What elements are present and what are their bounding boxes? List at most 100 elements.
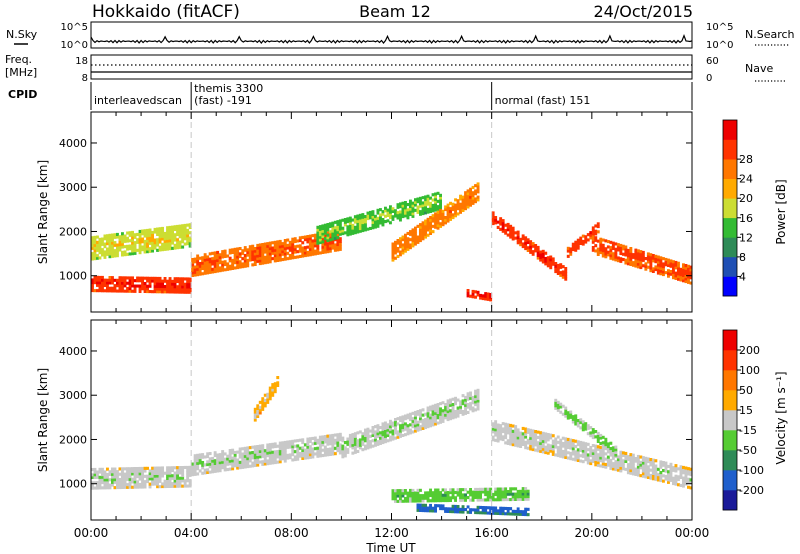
range-gate-cell (494, 433, 498, 437)
range-gate-cell (181, 282, 185, 286)
range-gate-cell (636, 257, 640, 261)
range-gate-cell (404, 497, 407, 501)
range-gate-cell (431, 206, 435, 210)
range-gate-cell (111, 241, 114, 245)
range-gate-cell (596, 250, 600, 254)
range-gate-cell (619, 469, 623, 473)
range-gate-cell (411, 496, 415, 500)
range-gate-cell (689, 470, 692, 474)
range-gate-cell (501, 229, 505, 233)
range-gate-cell (491, 422, 495, 426)
range-gate-cell (233, 255, 237, 259)
range-gate-cell (674, 474, 678, 478)
range-gate-cell (283, 459, 287, 463)
range-gate-cell (534, 443, 538, 447)
range-gate-cell (296, 452, 300, 456)
range-gate-cell (203, 455, 207, 459)
range-gate-cell (188, 280, 192, 284)
range-gate-cell (471, 508, 475, 512)
range-gate-cell (509, 512, 513, 516)
range-gate-cell (414, 229, 417, 233)
range-gate-cell (108, 241, 112, 245)
range-gate-cell (566, 411, 570, 415)
y-axis-label: Slant Range [km] (36, 160, 50, 264)
range-gate-cell (161, 287, 164, 291)
range-gate-cell (414, 424, 417, 428)
range-gate-cell (649, 255, 653, 259)
range-gate-cell (614, 453, 618, 457)
range-gate-cell (534, 440, 538, 444)
range-gate-cell (561, 275, 565, 279)
range-gate-cell (143, 289, 147, 293)
range-gate-cell (421, 212, 425, 216)
range-gate-cell (441, 419, 445, 423)
range-gate-cell (221, 250, 225, 254)
range-gate-cell (113, 254, 117, 258)
range-gate-cell (489, 293, 493, 297)
range-gate-cell (644, 472, 648, 476)
range-gate-cell (338, 227, 342, 231)
range-gate-cell (108, 278, 112, 282)
colorbar-swatch (723, 256, 737, 277)
range-gate-cell (634, 264, 638, 268)
range-gate-cell (474, 403, 477, 407)
range-gate-cell (636, 468, 640, 472)
range-gate-cell (266, 260, 270, 264)
range-gate-cell (434, 499, 437, 503)
range-gate-cell (303, 248, 307, 252)
range-gate-cell (409, 204, 412, 208)
range-gate-cell (253, 413, 257, 417)
range-gate-cell (391, 429, 395, 433)
range-gate-cell (98, 248, 102, 252)
range-gate-cell (636, 262, 640, 266)
range-gate-cell (406, 494, 410, 498)
range-gate-cell (626, 465, 630, 469)
range-gate-cell (429, 506, 432, 510)
range-gate-cell (416, 491, 420, 495)
range-gate-cell (213, 270, 217, 274)
range-gate-cell (601, 254, 605, 258)
range-gate-cell (476, 195, 480, 199)
range-gate-cell (596, 247, 600, 251)
range-gate-cell (268, 247, 272, 251)
range-gate-cell (316, 239, 320, 243)
range-gate-cell (611, 462, 615, 466)
range-gate-cell (98, 281, 102, 285)
range-gate-cell (371, 444, 375, 448)
range-gate-cell (228, 248, 232, 252)
range-gate-cell (634, 259, 638, 263)
range-gate-cell (331, 447, 335, 451)
range-gate-cell (326, 225, 330, 229)
range-gate-cell (106, 284, 109, 288)
range-gate-cell (166, 466, 169, 470)
range-gate-cell (243, 248, 247, 252)
range-gate-cell (476, 505, 480, 509)
range-gate-cell (491, 214, 495, 218)
range-gate-cell (494, 216, 498, 220)
range-gate-cell (106, 278, 109, 282)
range-gate-cell (584, 240, 588, 244)
range-gate-cell (193, 273, 197, 277)
range-gate-cell (404, 201, 407, 205)
range-gate-cell (559, 273, 563, 277)
range-gate-cell (479, 293, 482, 297)
range-gate-cell (208, 470, 212, 474)
range-gate-cell (391, 434, 395, 438)
range-gate-cell (338, 448, 342, 452)
range-gate-cell (93, 251, 97, 255)
range-gate-cell (499, 498, 503, 502)
range-gate-cell (313, 441, 317, 445)
range-gate-cell (236, 247, 240, 251)
range-gate-cell (426, 419, 430, 423)
range-gate-cell (589, 233, 593, 237)
range-gate-cell (186, 277, 190, 281)
range-gate-cell (404, 499, 407, 503)
range-gate-cell (431, 209, 435, 213)
range-gate-cell (338, 432, 342, 436)
range-gate-cell (454, 510, 457, 514)
range-gate-cell (336, 232, 340, 236)
range-gate-cell (529, 431, 533, 435)
range-gate-cell (501, 219, 505, 223)
range-gate-cell (644, 467, 648, 471)
range-gate-cell (133, 289, 137, 293)
